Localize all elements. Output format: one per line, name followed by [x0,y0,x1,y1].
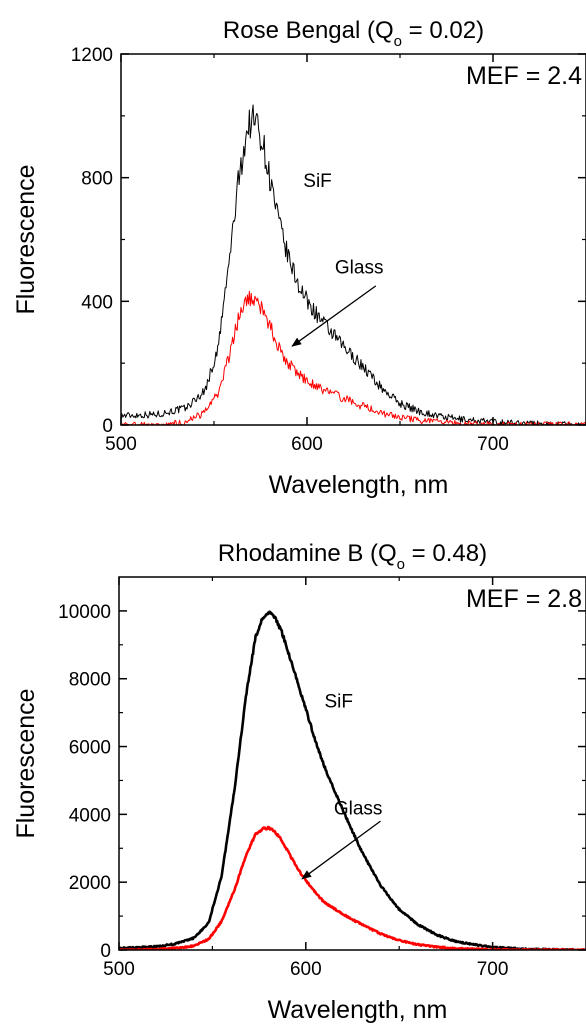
chart-title-main: Rose Bengal (Q [223,17,394,44]
y-tick-label: 1200 [71,45,113,66]
series-label-glass: Glass [334,798,383,819]
x-tick-label: 600 [290,959,322,980]
mef-annotation: MEF = 2.4 [466,62,582,90]
y-tick-label: 0 [100,941,111,962]
plot-area [119,610,586,950]
series-label-sif: SiF [324,692,353,713]
x-tick-label: 600 [291,434,323,455]
chart-title-subscript: o [397,556,405,573]
y-tick-label: 4000 [69,805,111,826]
y-tick-label: 800 [81,169,113,190]
y-axis-label: Fluorescence [12,688,40,838]
chart-title-subscript: o [394,33,402,50]
x-axis-label: Wavelength, nm [268,996,448,1024]
series-label-sif: SiF [303,171,332,192]
plot-frame [118,576,586,951]
series-line-sif [119,610,586,950]
series-line-glass [119,825,586,950]
y-axis-label: Fluorescence [12,164,40,314]
chart-title-main: Rhodamine B (Q [218,540,397,567]
glass-arrow [291,285,377,347]
chart-title-tail: = 0.48) [405,540,487,567]
chart-title: Rhodamine B (Qo = 0.48) [218,540,487,573]
y-tick-label: 400 [81,292,113,313]
chart-panel-2: Rhodamine B (Qo = 0.48) 500 600 700 0 2000 400… [12,540,586,1024]
y-tick-label: 6000 [69,738,111,759]
x-axis-label: Wavelength, nm [269,471,449,499]
x-tick-label: 700 [477,959,509,980]
y-tick-label: 8000 [69,670,111,691]
x-tick-label: 500 [105,434,137,455]
y-tick-label: 0 [102,416,113,437]
chart-title-tail: = 0.02) [402,17,484,44]
chart-panel-1: Rose Bengal (Qo = 0.02) 500 600 700 0 400 800 1… [12,17,586,499]
chart-title: Rose Bengal (Qo = 0.02) [223,17,484,50]
plot-frame [120,53,586,426]
glass-arrow [301,820,381,880]
y-tick-label: 10000 [58,602,111,623]
y-tick-label: 2000 [69,873,111,894]
plot-area [121,104,586,425]
x-tick-label: 700 [477,434,509,455]
series-line-glass [121,290,586,425]
mef-annotation: MEF = 2.8 [466,585,582,613]
x-tick-label: 500 [103,959,135,980]
series-line-sif [121,104,586,425]
series-label-glass: Glass [335,258,384,279]
